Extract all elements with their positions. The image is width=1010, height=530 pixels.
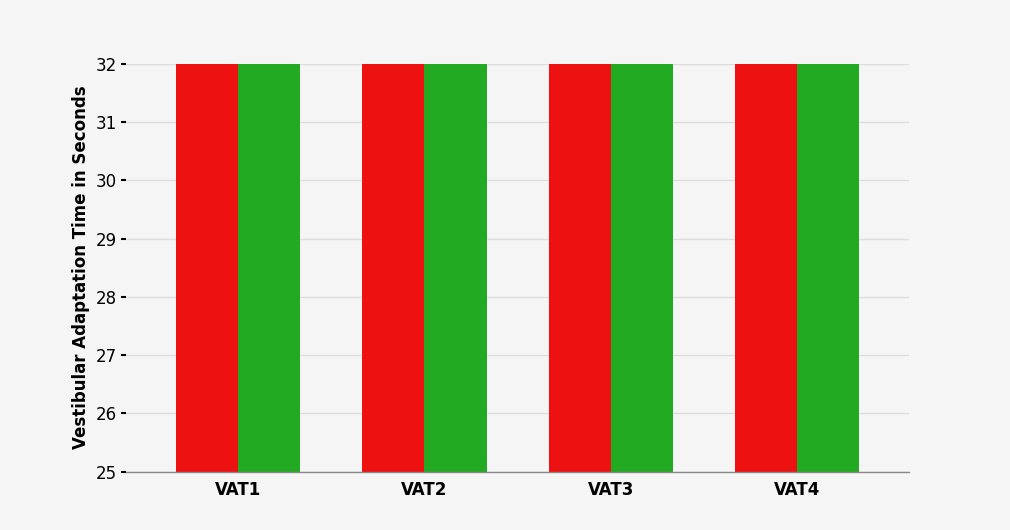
Bar bbox=[797, 0, 860, 472]
Bar bbox=[424, 0, 487, 472]
Bar bbox=[735, 0, 797, 472]
Legend: Group A (Hypoxic), Group B (Normoxic): Group A (Hypoxic), Group B (Normoxic) bbox=[318, 526, 717, 530]
Y-axis label: Vestibular Adaptation Time in Seconds: Vestibular Adaptation Time in Seconds bbox=[72, 86, 90, 449]
Bar bbox=[238, 0, 300, 472]
Bar bbox=[611, 0, 673, 472]
Bar bbox=[176, 0, 238, 472]
Bar bbox=[548, 0, 611, 472]
Bar bbox=[363, 0, 424, 472]
